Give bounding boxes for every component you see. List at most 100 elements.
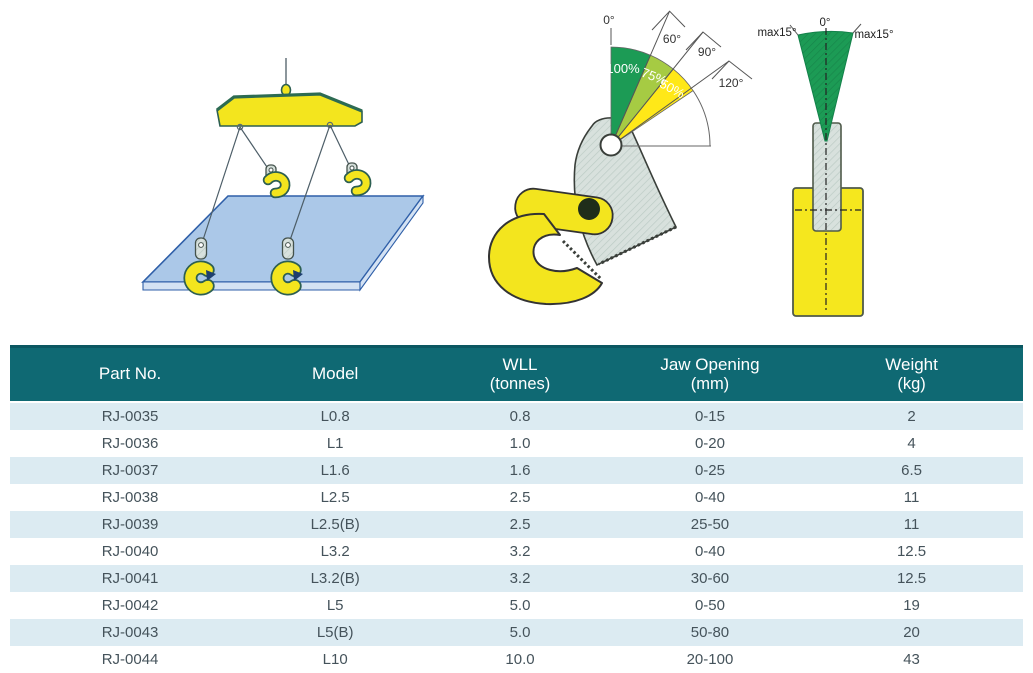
- cell-wll: 2.5: [509, 516, 531, 533]
- cell-model: L0.8: [320, 408, 350, 425]
- cell-model: L1.6: [320, 462, 350, 479]
- cell-weight: 20: [903, 624, 920, 641]
- pivot-pin: [578, 198, 600, 220]
- table-row: RJ-0040 L3.2 3.2 0-40 12.5: [10, 538, 1023, 565]
- cell-jaw-opening: 30-60: [690, 570, 730, 587]
- column-header-model: Model: [250, 345, 421, 403]
- cell-wll: 3.2: [509, 543, 531, 560]
- clamp-side-view: [488, 117, 678, 306]
- column-title: Model: [312, 364, 359, 384]
- cell-wll: 1.6: [509, 462, 531, 479]
- clamp-cam-wedge: [206, 270, 216, 281]
- cell-wll: 10.0: [505, 651, 535, 668]
- cell-part-no: RJ-0040: [101, 543, 159, 560]
- spreader-beam-top-edge: [216, 92, 363, 113]
- cell-wll: 1.0: [509, 435, 531, 452]
- cell-jaw-opening: 0-50: [694, 597, 725, 614]
- table-row: RJ-0041 L3.2(B) 3.2 30-60 12.5: [10, 565, 1023, 592]
- cell-jaw-opening: 0-40: [694, 489, 725, 506]
- spec-table-body: RJ-0035 L0.8 0.8 0-15 2 RJ-0036 L1 1.0 0-20 4 RJ-0…: [10, 402, 1023, 673]
- cell-weight: 4: [907, 435, 916, 452]
- angle-label-0: 0°: [603, 13, 615, 27]
- cell-part-no: RJ-0037: [101, 462, 159, 479]
- tilt-label-right: max15°: [854, 29, 893, 41]
- spec-table: Part No. Model WLL (tonnes) Jaw Opening …: [10, 345, 1023, 673]
- rear-clamp-left: [262, 164, 291, 199]
- cell-weight: 11: [903, 516, 920, 533]
- lifting-diagram: [141, 58, 425, 296]
- column-title: Jaw Opening: [660, 354, 760, 374]
- spec-table-header: Part No. Model WLL (tonnes) Jaw Opening …: [10, 345, 1023, 403]
- column-title: WLL: [502, 354, 538, 374]
- angle-labels: 0° 60° 90° 120°: [603, 13, 743, 90]
- cell-part-no: RJ-0044: [101, 651, 159, 668]
- spec-table-container: Part No. Model WLL (tonnes) Jaw Opening …: [10, 345, 1023, 673]
- angle-label-90: 90°: [698, 45, 716, 59]
- cell-jaw-opening: 20-100: [686, 651, 734, 668]
- table-row: RJ-0043 L5(B) 5.0 50-80 20: [10, 619, 1023, 646]
- cell-jaw-opening: 0-20: [694, 435, 725, 452]
- load-angle-chart: 0° 60° 90° 120° 100% 75% 50%: [488, 10, 753, 306]
- table-row: RJ-0042 L5 5.0 0-50 19: [10, 592, 1023, 619]
- tilt-ticks: [789, 23, 862, 36]
- sling-attachment-left: [236, 123, 244, 131]
- clamp-shackle-arm: [573, 117, 678, 267]
- table-row: RJ-0038 L2.5 2.5 0-40 11: [10, 484, 1023, 511]
- column-title: Weight: [885, 354, 938, 374]
- column-header-weight: Weight (kg): [800, 345, 1023, 403]
- cell-model: L5(B): [316, 624, 354, 641]
- front-clamp-left: [183, 237, 216, 296]
- cell-weight: 43: [903, 651, 920, 668]
- cell-wll: 3.2: [509, 570, 531, 587]
- column-header-part-no: Part No.: [10, 345, 251, 403]
- cell-model: L2.5(B): [310, 516, 360, 533]
- steel-plate-side-face: [359, 194, 424, 292]
- tilt-angle-diagram: max15° 0° max15°: [757, 17, 894, 317]
- cell-wll: 5.0: [509, 597, 531, 614]
- table-row: RJ-0037 L1.6 1.6 0-25 6.5: [10, 457, 1023, 484]
- cell-wll: 0.8: [509, 408, 531, 425]
- cell-model: L5: [326, 597, 344, 614]
- rear-clamp-right: [343, 162, 372, 197]
- column-header-wll: WLL (tonnes): [420, 345, 620, 403]
- cell-part-no: RJ-0038: [101, 489, 159, 506]
- cell-wll: 2.5: [509, 489, 531, 506]
- shackle-hole: [599, 133, 623, 157]
- column-title: Part No.: [98, 364, 162, 384]
- capacity-label-100: 100%: [606, 61, 640, 76]
- cell-wll: 5.0: [509, 624, 531, 641]
- cell-weight: 2: [907, 408, 916, 425]
- cell-model: L10: [322, 651, 348, 668]
- cell-model: L3.2(B): [310, 570, 360, 587]
- cell-weight: 12.5: [896, 543, 927, 560]
- cell-jaw-opening: 0-40: [694, 543, 725, 560]
- angle-dimension-lines: [610, 10, 753, 147]
- table-row: RJ-0044 L10 10.0 20-100 43: [10, 646, 1023, 673]
- cell-model: L1: [326, 435, 344, 452]
- sling-attachment-right: [326, 121, 334, 129]
- column-header-jaw-opening: Jaw Opening (mm): [619, 345, 801, 403]
- table-row: RJ-0035 L0.8 0.8 0-15 2: [10, 402, 1023, 430]
- cell-part-no: RJ-0043: [101, 624, 159, 641]
- tilt-cone: [797, 30, 854, 142]
- cell-weight: 6.5: [901, 462, 922, 479]
- column-subtitle: (mm): [690, 374, 730, 393]
- cell-part-no: RJ-0041: [101, 570, 159, 587]
- table-row: RJ-0039 L2.5(B) 2.5 25-50 11: [10, 511, 1023, 538]
- product-illustrations: 0° 60° 90° 120° 100% 75% 50% max1: [141, 10, 894, 317]
- sling-wires: [200, 124, 353, 247]
- cell-part-no: RJ-0035: [101, 408, 159, 425]
- cell-jaw-opening: 0-25: [694, 462, 725, 479]
- tilt-label-zero: 0°: [820, 17, 831, 29]
- cell-weight: 11: [903, 489, 920, 506]
- cell-weight: 19: [903, 597, 920, 614]
- jaw-teeth-lower: [561, 239, 603, 281]
- table-row: RJ-0036 L1 1.0 0-20 4: [10, 430, 1023, 457]
- cell-part-no: RJ-0042: [101, 597, 159, 614]
- front-clamp-center: [270, 237, 303, 296]
- cell-part-no: RJ-0039: [101, 516, 159, 533]
- cell-weight: 12.5: [896, 570, 927, 587]
- cell-model: L2.5: [320, 489, 350, 506]
- clamp-hook-body: [488, 212, 603, 306]
